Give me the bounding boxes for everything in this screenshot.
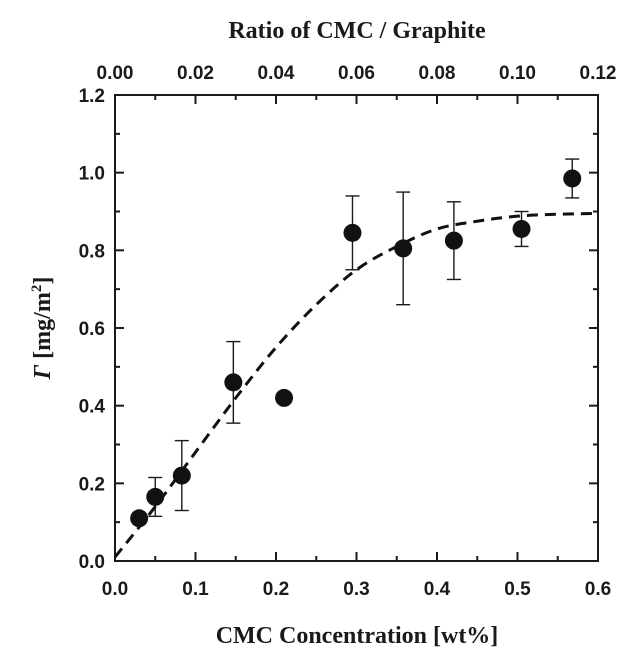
bottom-x-axis: 0.0 0.1 0.2 0.3 0.4 0.5 0.6 — [102, 552, 611, 600]
data-point — [146, 487, 165, 506]
data-point — [394, 239, 413, 258]
y-axis-unit-close: ] — [30, 277, 56, 285]
y-tick-label: 0.8 — [79, 241, 105, 262]
y-axis-title: Γ [mg/m2] — [29, 277, 56, 381]
top-x-tick-label: 0.02 — [177, 63, 214, 84]
y-axis: 0.0 0.2 0.4 0.6 0.8 1.0 1.2 — [79, 86, 598, 573]
data-point — [172, 466, 191, 485]
data-points — [130, 169, 582, 528]
y-tick-label: 1.2 — [79, 86, 105, 107]
fit-curve — [113, 211, 599, 559]
data-point — [512, 219, 531, 238]
x-tick-label: 0.3 — [343, 579, 369, 600]
data-point — [563, 169, 582, 188]
data-point — [224, 373, 243, 392]
top-x-tick-label: 0.08 — [419, 63, 456, 84]
top-x-axis: 0.00 0.02 0.04 0.06 0.08 0.10 0.12 — [97, 63, 617, 104]
top-x-axis-title: Ratio of CMC / Graphite — [228, 18, 486, 44]
x-tick-label: 0.5 — [504, 579, 531, 600]
y-tick-label: 0.6 — [79, 319, 105, 340]
x-tick-label: 0.0 — [102, 579, 128, 600]
data-point — [444, 231, 463, 250]
y-axis-unit-exponent: 2 — [29, 285, 45, 293]
top-x-tick-label: 0.12 — [580, 63, 617, 84]
y-axis-symbol: Γ — [30, 364, 56, 380]
y-tick-label: 0.0 — [79, 552, 105, 573]
x-tick-label: 0.6 — [585, 579, 611, 600]
x-tick-label: 0.1 — [182, 579, 209, 600]
x-axis-title: CMC Concentration [wt%] — [216, 623, 499, 649]
data-point — [343, 223, 362, 242]
y-tick-label: 0.4 — [79, 397, 106, 418]
top-x-tick-label: 0.00 — [97, 63, 134, 84]
data-point — [275, 388, 294, 407]
data-point — [130, 509, 149, 528]
y-tick-label: 1.0 — [79, 164, 105, 185]
top-x-tick-label: 0.10 — [499, 63, 536, 84]
y-axis-unit: [mg/m — [30, 292, 56, 365]
y-tick-label: 0.2 — [79, 474, 105, 495]
x-tick-label: 0.2 — [263, 579, 289, 600]
plot-frame — [114, 94, 599, 562]
top-x-tick-label: 0.04 — [258, 63, 295, 84]
x-tick-label: 0.4 — [424, 579, 451, 600]
top-x-tick-label: 0.06 — [338, 63, 375, 84]
error-bars — [148, 158, 580, 518]
